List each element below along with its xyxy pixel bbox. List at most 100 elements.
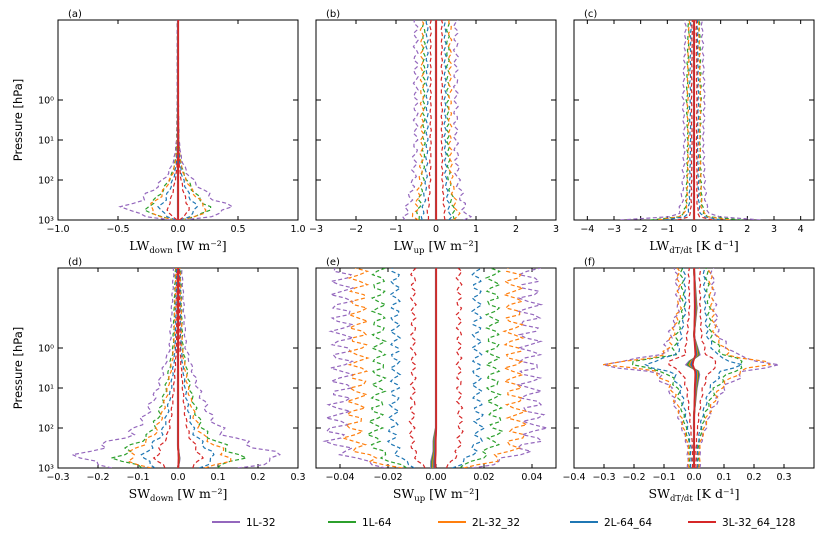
series-spread-upper-1L-32	[700, 20, 761, 220]
series-spread-lower-2L-32_32	[658, 20, 691, 220]
x-tick-label: 0.02	[473, 472, 494, 483]
panel-b: −3 −2 −1 0 1 2 3 (b) LWup [W m⁻²]	[309, 9, 559, 256]
y-axis-label: Pressure [hPa]	[11, 79, 25, 162]
x-tick-label: −1.0	[46, 224, 69, 235]
x-axis-label: SWup [W m⁻²]	[393, 486, 479, 504]
x-axis-label: SWdT/dt [K d⁻¹]	[649, 486, 740, 504]
series-spread-upper-3L-32_64_128	[440, 20, 446, 220]
panel-d: −0.3 −0.2 −0.1 0.0 0.1 0.2 0.3 10⁰ 10¹ 10² 10³ (d) S…	[11, 257, 306, 504]
x-tick-label: −4	[580, 224, 594, 235]
x-tick-label: −0.3	[46, 472, 69, 483]
legend-label: 2L-64_64	[604, 517, 652, 529]
x-axis-label: LWup [W m⁻²]	[394, 238, 479, 256]
y-tick-label: 10²	[38, 424, 54, 435]
series-spread-upper-2L-32_32	[179, 268, 232, 468]
series-group	[620, 20, 761, 220]
series-spread-upper-1L-32	[452, 20, 473, 220]
series-spread-lower-2L-64_64	[644, 268, 692, 468]
x-tick-label: −0.5	[106, 224, 129, 235]
x-tick-label: −3	[607, 224, 621, 235]
series-spread-lower-2L-32_32	[603, 268, 690, 468]
y-tick-label: 10²	[38, 176, 54, 187]
series-spread-upper-3L-32_64_128	[178, 268, 204, 468]
series-group	[118, 20, 234, 220]
series-spread-lower-2L-64_64	[420, 20, 429, 220]
x-tick-label: −0.1	[652, 472, 675, 483]
x-tick-label: 3	[553, 224, 559, 235]
x-tick-label: 0.0	[170, 224, 185, 235]
x-tick-label: 1.0	[290, 224, 305, 235]
panel-label: (a)	[68, 9, 82, 20]
series-spread-lower-1L-32	[401, 20, 419, 220]
x-tick-label: 0.1	[716, 472, 731, 483]
legend-label: 2L-32_32	[472, 517, 520, 529]
x-axis-label: LWdown [W m⁻²]	[129, 238, 226, 256]
x-tick-label: 0.00	[425, 472, 446, 483]
series-spread-lower-3L-32_64_128	[152, 268, 178, 468]
legend-label: 1L-64	[362, 517, 392, 529]
series-spread-upper-3L-32_64_128	[445, 268, 464, 468]
x-tick-label: 0.3	[776, 472, 791, 483]
y-tick-label: 10¹	[38, 136, 54, 147]
series-spread-lower-1L-64	[631, 268, 691, 468]
x-tick-label: 3	[771, 224, 777, 235]
panel-label: (d)	[68, 257, 82, 268]
panel-label: (b)	[326, 9, 340, 20]
series-spread-lower-2L-64_64	[140, 268, 178, 468]
legend-label: 1L-32	[246, 517, 276, 529]
x-tick-label: 0.2	[250, 472, 265, 483]
x-tick-label: −0.04	[325, 472, 354, 483]
x-tick-label: 0.0	[686, 472, 701, 483]
x-tick-label: −1	[389, 224, 403, 235]
series-spread-upper-2L-32_32	[698, 268, 772, 468]
series-spread-upper-1L-32	[472, 268, 548, 468]
series-group	[603, 268, 779, 468]
series-group	[70, 268, 282, 468]
x-tick-label: −0.2	[622, 472, 645, 483]
x-tick-label: −0.02	[373, 472, 402, 483]
x-tick-label: 2	[513, 224, 519, 235]
series-spread-lower-2L-64_64	[386, 268, 415, 468]
series-spread-upper-2L-64_64	[178, 268, 215, 468]
series-spread-upper-2L-64_64	[696, 268, 744, 468]
legend-label: 3L-32_64_128	[722, 517, 795, 529]
y-tick-label: 10¹	[38, 384, 54, 395]
series-spread-lower-3L-32_64_128	[408, 268, 426, 468]
series-spread-lower-3L-32_64_128	[677, 20, 694, 220]
series-spread-upper-1L-32	[180, 268, 282, 468]
series-spread-upper-2L-64_64	[696, 20, 721, 220]
series-spread-lower-2L-32_32	[411, 20, 425, 220]
series-spread-upper-2L-32_32	[697, 20, 730, 220]
panel-a: −1.0 −0.5 0.0 0.5 1.0 10⁰ 10¹ 10² 10³ (a) LWdown […	[11, 9, 306, 256]
series-spread-upper-1L-64	[459, 268, 505, 468]
x-tick-label: 2	[744, 224, 750, 235]
series-mean-3L-32_64_128	[434, 268, 438, 468]
panel-label: (e)	[326, 257, 340, 268]
panel-label: (f)	[584, 257, 595, 268]
series-spread-lower-1L-64	[650, 20, 690, 220]
x-tick-label: −3	[309, 224, 323, 235]
panel-c: −4 −3 −2 −1 0 1 2 3 4 (c) LWdT/dt [K d⁻¹]	[573, 9, 815, 256]
series-spread-lower-1L-64	[366, 268, 408, 468]
x-tick-label: 1	[718, 224, 724, 235]
y-tick-label: 10³	[38, 464, 54, 475]
x-tick-label: 1	[473, 224, 479, 235]
x-axis-label: LWdT/dt [K d⁻¹]	[649, 238, 739, 256]
x-tick-label: −0.4	[562, 472, 585, 483]
y-tick-label: 10⁰	[38, 344, 54, 355]
panel-e: −0.04 −0.02 0.00 0.02 0.04 (e) SWup [W m⁻²]	[315, 257, 557, 504]
x-tick-label: −1	[660, 224, 674, 235]
x-axis-label: SWdown [W m⁻²]	[129, 486, 228, 504]
x-tick-label: 0.1	[210, 472, 225, 483]
x-tick-label: 0.3	[290, 472, 305, 483]
series-spread-upper-3L-32_64_128	[695, 20, 713, 220]
x-tick-label: 4	[798, 224, 804, 235]
x-tick-label: −2	[634, 224, 648, 235]
series-spread-lower-2L-64_64	[664, 20, 692, 220]
series-spread-upper-1L-64	[696, 268, 743, 468]
x-tick-label: −0.3	[592, 472, 615, 483]
y-tick-label: 10³	[38, 216, 54, 227]
series-spread-upper-1L-64	[179, 268, 249, 468]
series-spread-lower-1L-32	[322, 268, 386, 468]
